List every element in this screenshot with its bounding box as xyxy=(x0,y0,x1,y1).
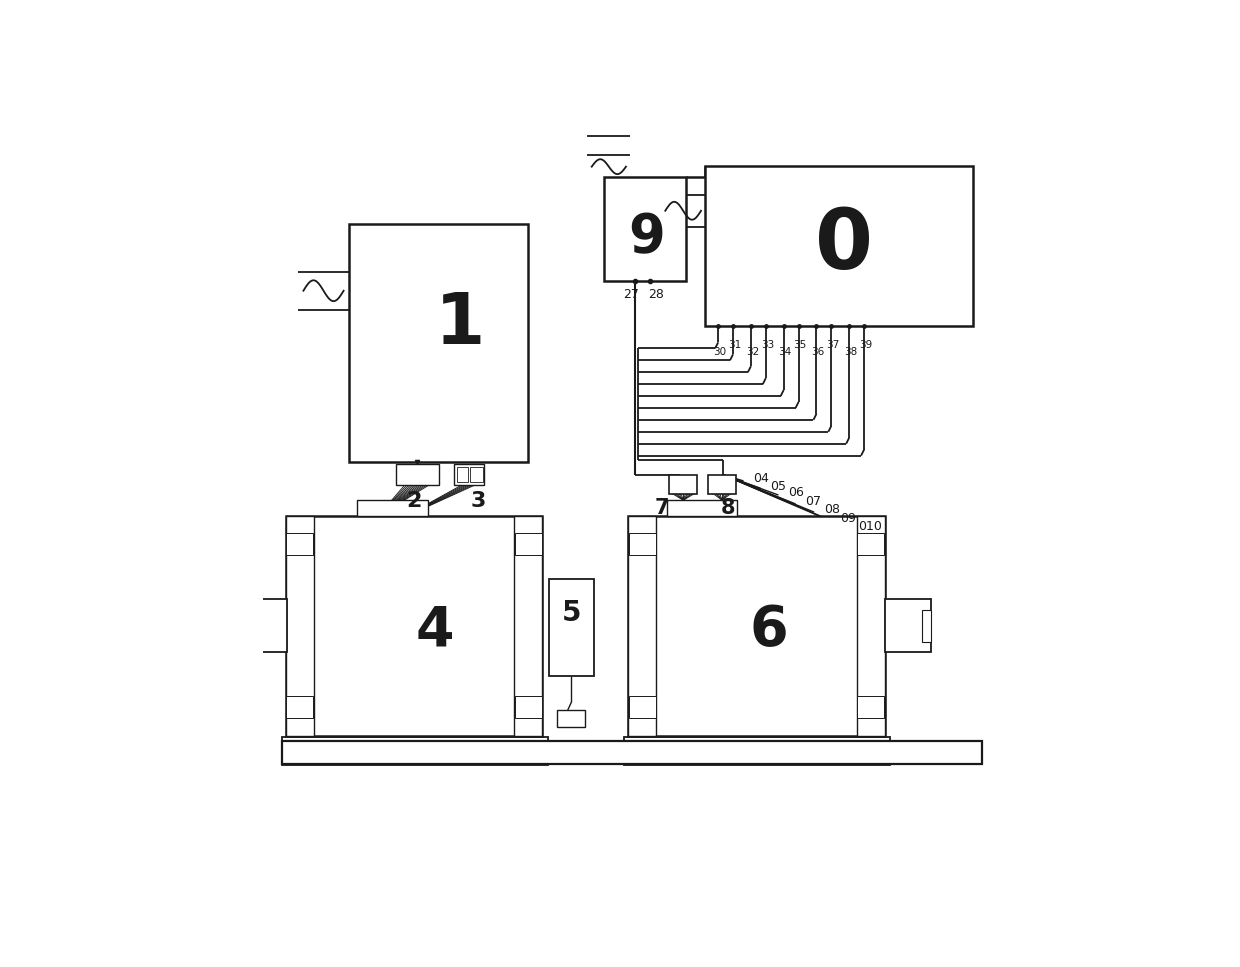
Text: 7: 7 xyxy=(655,498,668,518)
Bar xyxy=(241,600,286,652)
Text: 33: 33 xyxy=(760,339,774,350)
Text: 28: 28 xyxy=(649,288,663,302)
Text: 31: 31 xyxy=(728,339,742,350)
Text: 9: 9 xyxy=(629,212,665,264)
Bar xyxy=(357,500,428,515)
Bar xyxy=(515,696,542,718)
Text: 6: 6 xyxy=(750,603,789,658)
Text: 3: 3 xyxy=(470,491,486,511)
Text: 09: 09 xyxy=(841,512,856,525)
Text: 4: 4 xyxy=(415,603,454,658)
Bar xyxy=(708,475,737,493)
Bar xyxy=(857,515,885,736)
Bar xyxy=(627,515,885,736)
Text: 34: 34 xyxy=(779,347,792,357)
Text: 06: 06 xyxy=(789,486,804,499)
Bar xyxy=(670,475,697,493)
Bar xyxy=(857,534,884,555)
Text: 27: 27 xyxy=(622,288,639,302)
Bar xyxy=(281,737,548,765)
Bar xyxy=(285,515,542,736)
Text: 07: 07 xyxy=(805,495,821,509)
Bar xyxy=(604,177,686,281)
Text: 30: 30 xyxy=(713,347,727,357)
Text: 08: 08 xyxy=(823,504,839,516)
Bar xyxy=(557,710,585,726)
Bar xyxy=(515,515,542,736)
Text: 04: 04 xyxy=(753,472,769,485)
Bar xyxy=(241,610,248,641)
Bar xyxy=(857,696,884,718)
Bar xyxy=(397,464,439,484)
Bar xyxy=(515,534,542,555)
Text: 32: 32 xyxy=(745,347,759,357)
Bar xyxy=(624,737,890,765)
Text: 1: 1 xyxy=(434,289,485,359)
Text: 05: 05 xyxy=(770,480,786,492)
Bar xyxy=(629,696,656,718)
Text: 35: 35 xyxy=(794,339,807,350)
Text: 8: 8 xyxy=(720,498,735,518)
Text: 36: 36 xyxy=(811,347,825,357)
Bar xyxy=(923,610,931,641)
Bar xyxy=(285,515,314,736)
Bar xyxy=(348,224,527,462)
Text: 38: 38 xyxy=(844,347,857,357)
Text: 0: 0 xyxy=(815,205,873,286)
Bar xyxy=(627,515,656,736)
Bar xyxy=(549,579,594,676)
Bar xyxy=(456,467,467,482)
Text: 39: 39 xyxy=(859,339,872,350)
Bar xyxy=(667,500,738,515)
Bar xyxy=(281,742,982,764)
Bar xyxy=(286,534,312,555)
Bar xyxy=(470,467,482,482)
Bar xyxy=(704,166,973,326)
Text: 37: 37 xyxy=(826,339,839,350)
Text: 2: 2 xyxy=(405,491,422,511)
Bar xyxy=(885,600,931,652)
Text: 010: 010 xyxy=(858,520,882,533)
Bar xyxy=(629,534,656,555)
Bar xyxy=(286,696,312,718)
Bar xyxy=(454,464,484,484)
Text: 5: 5 xyxy=(562,599,582,627)
